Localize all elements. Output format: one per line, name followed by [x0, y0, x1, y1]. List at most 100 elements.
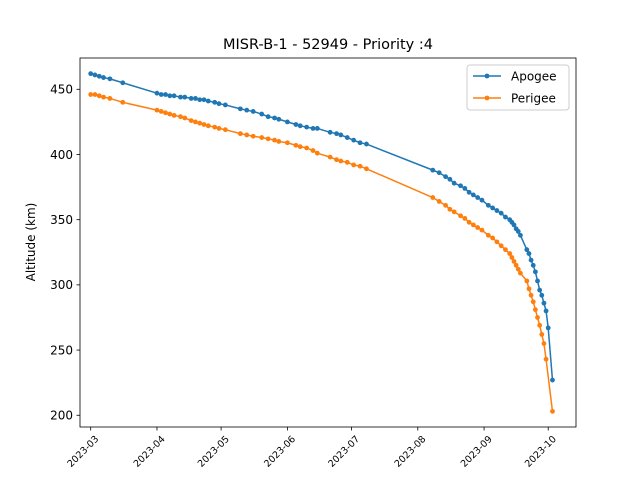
data-point-perigee-53	[490, 235, 496, 241]
data-point-perigee-73	[550, 408, 555, 414]
data-point-perigee-10	[171, 112, 177, 118]
data-point-perigee-32	[310, 148, 316, 153]
data-point-apogee-71	[541, 300, 547, 306]
data-point-perigee-61	[515, 266, 521, 272]
data-point-perigee-71	[541, 341, 547, 346]
y-axis-label: Altitude (km)	[24, 203, 38, 282]
data-point-perigee-52	[485, 232, 491, 238]
data-point-perigee-66	[530, 299, 536, 305]
data-point-perigee-44	[447, 206, 453, 212]
plot-frame	[79, 57, 577, 428]
data-point-apogee-46	[458, 183, 463, 189]
data-point-apogee-1	[92, 72, 98, 78]
legend-marker-apogee	[484, 73, 490, 79]
data-point-perigee-11	[178, 114, 183, 120]
data-point-perigee-46	[458, 213, 463, 219]
data-point-perigee-69	[537, 322, 543, 328]
x-tick-label: 2023-08	[393, 434, 429, 470]
data-point-perigee-65	[528, 292, 534, 298]
data-point-apogee-48	[466, 189, 472, 195]
data-point-apogee-66	[530, 262, 536, 268]
x-tick-label: 2023-04	[132, 434, 168, 470]
data-point-apogee-37	[344, 135, 350, 140]
data-point-apogee-18	[212, 99, 218, 105]
data-point-apogee-55	[498, 210, 504, 216]
data-point-apogee-8	[163, 92, 168, 97]
data-point-perigee-2	[96, 93, 102, 99]
data-point-apogee-42	[436, 170, 442, 176]
data-point-apogee-45	[451, 180, 457, 186]
data-point-perigee-26	[272, 137, 277, 143]
x-tick-label: 2023-06	[262, 434, 298, 470]
data-point-perigee-28	[284, 140, 290, 146]
data-point-perigee-18	[212, 124, 218, 130]
chart-title: MISR-B-1 - 52949 - Priority :4	[223, 37, 433, 53]
data-point-apogee-25	[265, 114, 271, 120]
data-point-apogee-36	[338, 132, 344, 138]
data-point-perigee-70	[539, 332, 545, 337]
data-point-perigee-39	[357, 163, 363, 169]
data-point-perigee-6	[154, 107, 160, 113]
data-point-apogee-15	[197, 97, 203, 103]
data-point-perigee-63	[524, 278, 530, 284]
data-point-apogee-35	[334, 131, 339, 137]
data-point-apogee-38	[351, 137, 357, 143]
data-point-apogee-54	[494, 208, 500, 213]
data-point-apogee-53	[490, 205, 496, 211]
data-point-apogee-69	[537, 287, 543, 293]
data-point-apogee-13	[188, 96, 194, 101]
data-point-perigee-4	[107, 96, 113, 101]
data-point-apogee-16	[201, 97, 207, 103]
data-point-apogee-19	[216, 101, 222, 107]
legend-marker-perigee	[484, 95, 490, 101]
data-point-apogee-49	[470, 192, 476, 198]
y-tick-label: 300	[50, 278, 73, 292]
data-point-perigee-62	[518, 270, 523, 276]
data-point-apogee-64	[526, 251, 532, 256]
data-point-apogee-40	[364, 141, 369, 147]
series-perigee	[88, 92, 555, 414]
data-point-apogee-20	[222, 102, 228, 108]
data-point-perigee-67	[532, 307, 538, 313]
data-point-apogee-0	[88, 71, 94, 77]
data-point-perigee-15	[197, 120, 203, 126]
data-point-perigee-35	[334, 157, 339, 163]
legend-label-perigee: Perigee	[511, 91, 556, 105]
data-point-apogee-44	[447, 176, 453, 182]
data-point-apogee-3	[101, 75, 106, 80]
y-tick-label: 250	[50, 343, 73, 357]
data-point-perigee-23	[250, 133, 256, 139]
data-point-apogee-26	[272, 115, 277, 121]
series-layer	[88, 71, 555, 414]
x-tick-label: 2023-05	[196, 434, 232, 470]
axes-layer: 200 250 300 350 400 450 2023-03 2023-04 2023-05 2…	[50, 57, 577, 470]
data-point-apogee-21	[237, 106, 243, 112]
data-point-perigee-3	[101, 94, 106, 100]
data-point-perigee-13	[188, 118, 194, 123]
data-point-apogee-29	[293, 122, 299, 127]
data-point-perigee-72	[543, 356, 549, 362]
data-point-apogee-14	[193, 96, 198, 101]
data-point-perigee-51	[479, 227, 485, 233]
data-point-perigee-22	[244, 132, 250, 138]
data-point-perigee-17	[205, 123, 211, 129]
data-point-apogee-28	[284, 119, 290, 125]
data-point-apogee-23	[250, 109, 256, 114]
data-point-apogee-72	[543, 308, 549, 314]
data-point-apogee-5	[120, 80, 126, 86]
data-point-perigee-30	[297, 144, 303, 150]
data-point-perigee-60	[513, 262, 519, 268]
data-point-perigee-50	[475, 225, 481, 230]
x-tick-label: 2023-10	[523, 434, 559, 470]
data-point-apogee-24	[259, 111, 265, 117]
data-point-apogee-65	[528, 257, 534, 263]
data-point-apogee-73	[545, 325, 551, 331]
data-point-apogee-32	[310, 126, 316, 131]
data-point-perigee-45	[451, 209, 457, 215]
data-point-perigee-38	[351, 162, 357, 168]
data-point-apogee-63	[524, 247, 530, 253]
data-point-apogee-62	[518, 232, 523, 238]
data-point-perigee-7	[158, 109, 164, 114]
data-point-perigee-19	[216, 126, 222, 131]
